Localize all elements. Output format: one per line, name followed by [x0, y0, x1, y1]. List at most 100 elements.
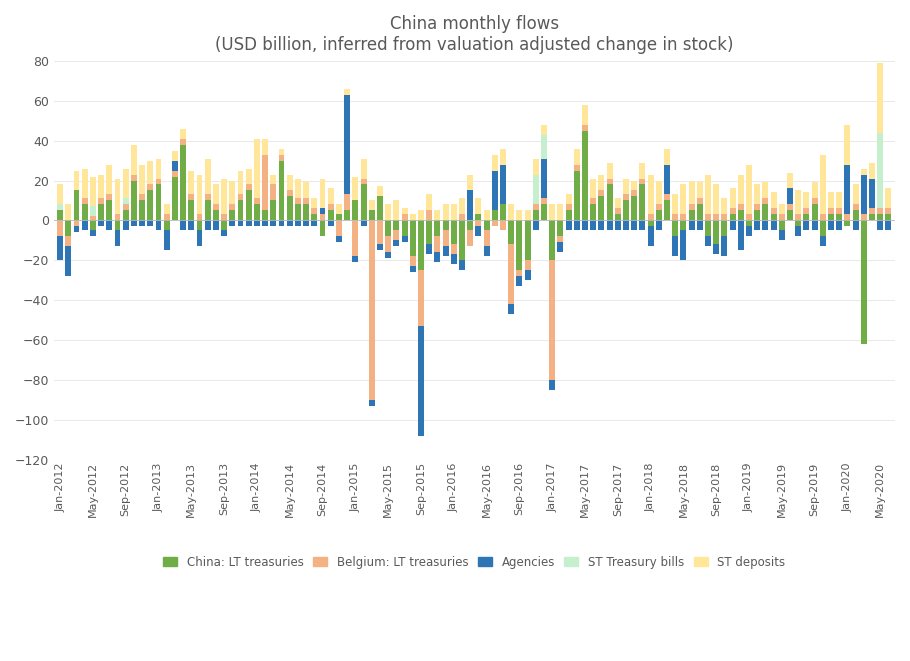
Bar: [221, 214, 228, 220]
Bar: [787, 188, 793, 204]
Bar: [311, 198, 318, 208]
Bar: [877, 214, 884, 220]
Bar: [574, 149, 580, 165]
Bar: [533, 204, 539, 210]
Bar: [131, 220, 136, 226]
Bar: [393, 230, 399, 241]
Bar: [591, 220, 596, 230]
Bar: [681, 184, 686, 214]
Bar: [697, 182, 703, 198]
Bar: [795, 214, 801, 220]
Bar: [434, 220, 440, 237]
Bar: [599, 196, 604, 220]
Bar: [771, 220, 776, 230]
Bar: [311, 220, 318, 226]
Bar: [303, 204, 309, 220]
Bar: [828, 214, 834, 220]
Bar: [877, 63, 884, 133]
Bar: [246, 220, 252, 226]
Bar: [254, 204, 260, 220]
Bar: [213, 184, 219, 204]
Bar: [270, 184, 277, 200]
Bar: [763, 198, 768, 204]
Bar: [491, 155, 498, 171]
Bar: [238, 200, 244, 220]
Bar: [385, 204, 391, 220]
Bar: [287, 190, 293, 196]
Bar: [311, 214, 318, 220]
Bar: [74, 220, 79, 226]
Bar: [779, 214, 784, 220]
Bar: [188, 171, 194, 194]
Bar: [746, 226, 752, 237]
Bar: [705, 220, 711, 237]
Bar: [607, 178, 612, 184]
Bar: [57, 237, 63, 260]
Bar: [533, 220, 539, 230]
Bar: [517, 276, 522, 286]
Bar: [328, 210, 334, 220]
Bar: [229, 204, 236, 210]
Bar: [344, 210, 350, 220]
Bar: [656, 210, 662, 220]
Bar: [401, 214, 408, 220]
Bar: [82, 169, 87, 198]
Bar: [172, 176, 177, 220]
Bar: [640, 220, 645, 230]
Bar: [426, 210, 432, 220]
Bar: [804, 220, 809, 230]
Bar: [525, 260, 531, 270]
Bar: [434, 253, 440, 262]
Bar: [156, 184, 161, 220]
Bar: [672, 220, 678, 237]
Bar: [434, 237, 440, 253]
Bar: [410, 214, 416, 220]
Bar: [689, 180, 694, 204]
Bar: [861, 220, 867, 344]
Bar: [106, 194, 112, 200]
Bar: [804, 192, 809, 208]
Bar: [763, 220, 768, 230]
Bar: [197, 230, 203, 247]
Bar: [336, 214, 342, 220]
Bar: [574, 171, 580, 220]
Bar: [648, 214, 653, 220]
Bar: [123, 204, 128, 210]
Bar: [164, 204, 169, 214]
Bar: [66, 220, 71, 237]
Bar: [681, 220, 686, 230]
Bar: [82, 204, 87, 220]
Bar: [123, 169, 128, 198]
Bar: [442, 220, 449, 230]
Bar: [475, 198, 481, 214]
Bar: [623, 194, 629, 200]
Bar: [205, 200, 211, 220]
Bar: [450, 254, 457, 264]
Bar: [278, 220, 285, 226]
Bar: [90, 216, 96, 220]
Bar: [459, 214, 465, 220]
Bar: [574, 165, 580, 171]
Bar: [615, 208, 621, 214]
Bar: [328, 188, 334, 204]
Bar: [705, 237, 711, 247]
Bar: [336, 220, 342, 237]
Bar: [401, 208, 408, 214]
Bar: [566, 204, 571, 210]
Bar: [697, 198, 703, 204]
Bar: [57, 204, 63, 210]
Bar: [74, 190, 79, 220]
Bar: [607, 184, 612, 220]
Bar: [525, 210, 531, 220]
Bar: [795, 226, 801, 237]
Bar: [533, 210, 539, 220]
Bar: [664, 194, 670, 200]
Bar: [541, 125, 547, 135]
Bar: [369, 400, 375, 406]
Bar: [779, 204, 784, 214]
Bar: [57, 210, 63, 220]
Bar: [450, 204, 457, 220]
Bar: [836, 208, 842, 214]
Bar: [442, 230, 449, 247]
Bar: [812, 220, 817, 230]
